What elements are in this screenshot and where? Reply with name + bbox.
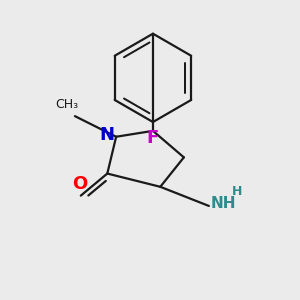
Text: O: O: [72, 176, 87, 194]
Text: F: F: [147, 129, 159, 147]
Text: N: N: [99, 126, 114, 144]
Text: NH: NH: [210, 196, 236, 211]
Text: CH₃: CH₃: [55, 98, 78, 111]
Text: H: H: [232, 185, 242, 198]
